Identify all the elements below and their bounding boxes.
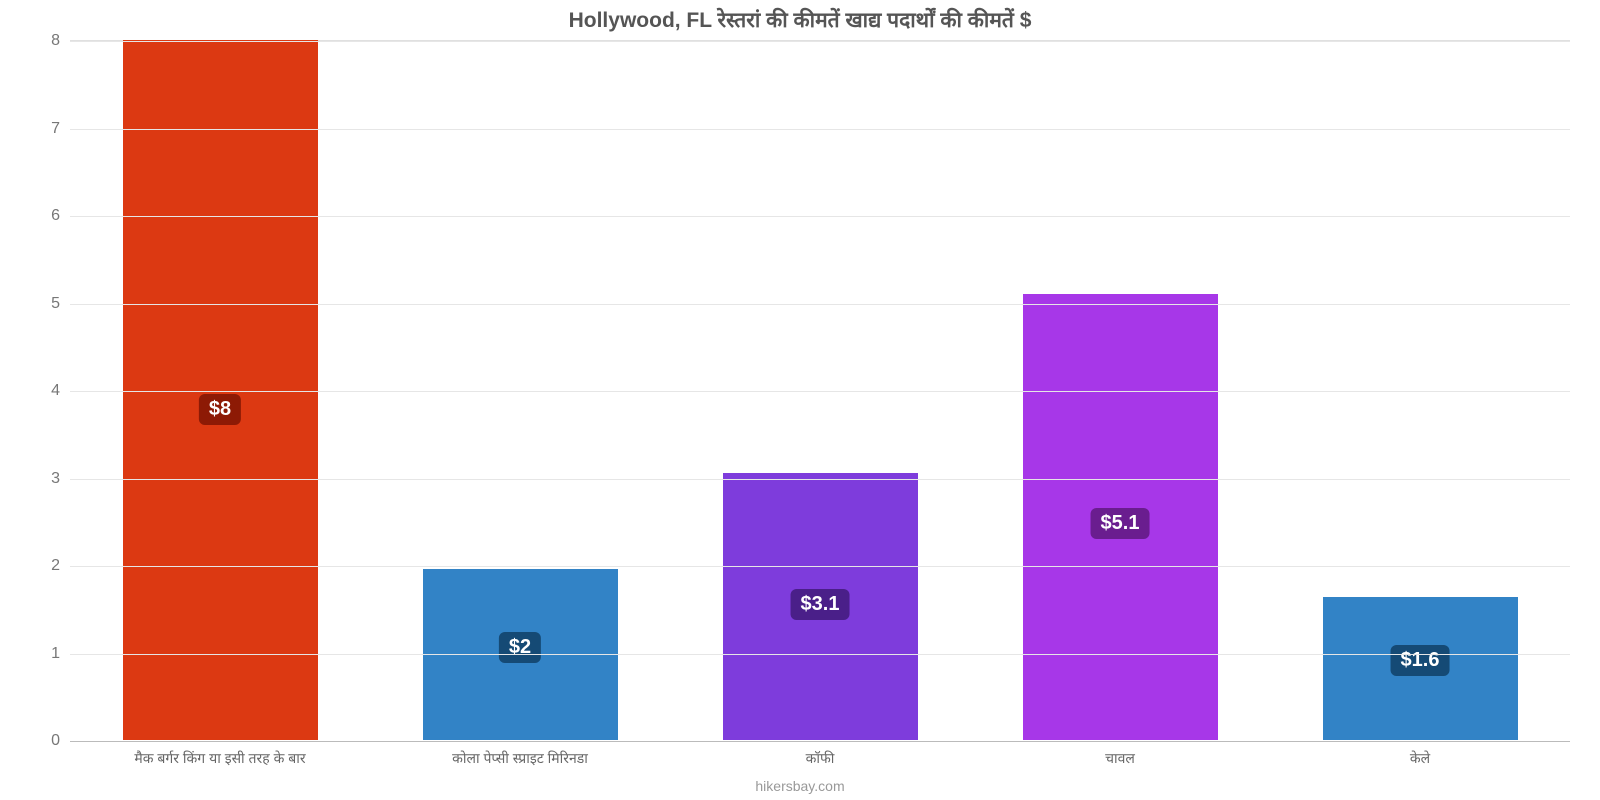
bar: $8 (123, 40, 318, 740)
bar: $1.6 (1323, 597, 1518, 740)
y-tick-label: 7 (51, 120, 70, 138)
grid-line (70, 391, 1570, 392)
value-badge: $8 (199, 394, 241, 425)
y-tick-label: 4 (51, 382, 70, 400)
x-axis-label: कोला पेप्सी स्प्राइट मिरिनडा (452, 749, 588, 768)
x-axis-label: चावल (1105, 749, 1135, 768)
grid-line (70, 41, 1570, 42)
x-axis-baseline (70, 741, 1570, 742)
x-axis-label: मैक बर्गर किंग या इसी तरह के बार (134, 749, 305, 768)
price-bar-chart: Hollywood, FL रेस्तरां की कीमतें खाद्य प… (0, 0, 1600, 800)
grid-line (70, 216, 1570, 217)
y-tick-label: 5 (51, 295, 70, 313)
attribution-text: hikersbay.com (0, 778, 1600, 794)
bar: $2 (423, 569, 618, 740)
value-badge: $5.1 (1091, 508, 1150, 539)
value-badge: $2 (499, 632, 541, 663)
value-badge: $1.6 (1391, 645, 1450, 676)
grid-line (70, 129, 1570, 130)
bar: $5.1 (1023, 294, 1218, 740)
grid-line (70, 566, 1570, 567)
y-tick-label: 3 (51, 470, 70, 488)
x-axis-label: कॉफी (806, 749, 835, 768)
grid-line (70, 304, 1570, 305)
grid-line (70, 479, 1570, 480)
plot-area: $8$2$3.1$5.1$1.6 मैक बर्गर किंग या इसी त… (70, 40, 1570, 740)
y-tick-label: 1 (51, 645, 70, 663)
y-tick-label: 8 (51, 32, 70, 50)
x-axis-label: केले (1410, 749, 1430, 768)
chart-title: Hollywood, FL रेस्तरां की कीमतें खाद्य प… (0, 6, 1600, 34)
y-tick-label: 2 (51, 557, 70, 575)
y-tick-label: 0 (51, 732, 70, 750)
y-tick-label: 6 (51, 207, 70, 225)
value-badge: $3.1 (791, 589, 850, 620)
bar: $3.1 (723, 473, 918, 740)
grid-line (70, 654, 1570, 655)
